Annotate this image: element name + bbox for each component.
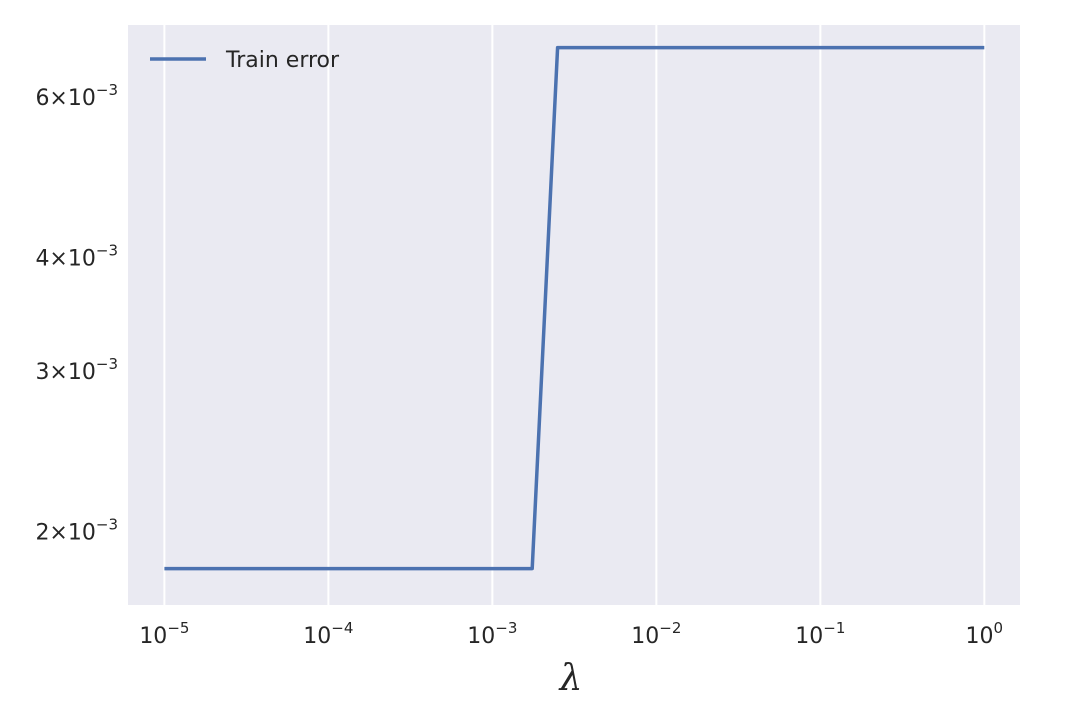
y-tick-label: 6×10−3 [35,81,118,111]
x-tick-label: 10−2 [631,619,681,649]
y-tick-label: 2×10−3 [35,515,118,545]
series-layer [164,45,985,571]
x-tick-label: 10−1 [795,619,845,649]
y-axis-ticks: 2×10−3 3×10−3 4×10−3 6×10−3 [35,81,118,545]
x-axis-label: λ [558,658,583,699]
x-tick-label: 10−4 [303,619,353,649]
series-line-train-error [164,45,985,571]
y-tick-label: 3×10−3 [35,355,118,385]
x-tick-label: 10−5 [139,619,189,649]
y-tick-label: 4×10−3 [35,241,118,271]
legend: Train error [150,48,340,73]
x-tick-label: 10−3 [467,619,517,649]
grid-lines [163,25,986,605]
x-axis-ticks: 10−5 10−4 10−3 10−2 10−1 100 [139,619,1003,649]
x-tick-label: 100 [966,619,1004,649]
legend-label-train-error: Train error [225,48,340,73]
plot-area [128,25,1020,605]
